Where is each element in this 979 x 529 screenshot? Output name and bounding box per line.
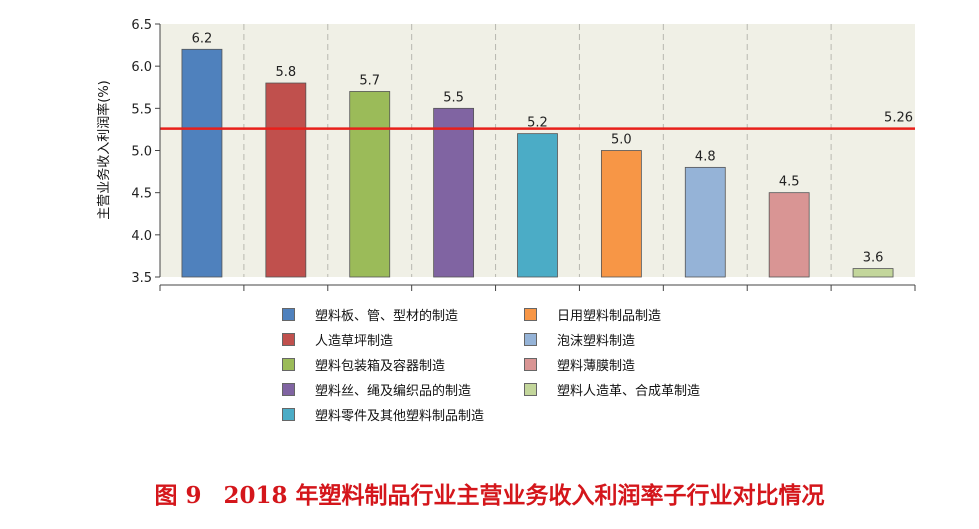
legend-item: 人造草坪制造 xyxy=(282,329,393,349)
y-tick-label: 5.0 xyxy=(131,145,152,160)
bar xyxy=(181,48,223,278)
bar xyxy=(852,268,894,278)
bar xyxy=(768,192,810,278)
bar xyxy=(349,91,391,278)
legend-swatch xyxy=(282,307,295,321)
figure-number: 图 9 xyxy=(154,482,202,509)
figure-caption: 图 9 2018 年塑料制品行业主营业务收入利润率子行业对比情况 xyxy=(0,476,979,510)
legend-label: 塑料零件及其他塑料制品制造 xyxy=(315,408,485,424)
legend-item: 塑料人造革、合成革制造 xyxy=(524,379,700,399)
bar xyxy=(433,107,475,278)
legend-swatch xyxy=(282,407,295,421)
legend-swatch xyxy=(282,357,295,371)
legend-label: 塑料板、管、型材的制造 xyxy=(315,308,459,324)
legend-swatch xyxy=(524,357,537,371)
legend-label: 塑料人造革、合成革制造 xyxy=(557,383,701,399)
legend-item: 塑料丝、绳及编织品的制造 xyxy=(282,379,471,399)
legend-swatch xyxy=(524,382,537,396)
bar-value-label: 4.8 xyxy=(695,149,716,164)
bar-value-label: 6.2 xyxy=(192,31,213,46)
legend-swatch xyxy=(282,332,295,346)
reference-line-label: 5.26 xyxy=(884,111,913,126)
legend-label: 人造草坪制造 xyxy=(315,333,394,349)
y-tick-label: 6.0 xyxy=(131,60,152,75)
y-axis-title: 主营业务收入利润率(%) xyxy=(96,80,112,220)
legend-swatch xyxy=(524,307,537,321)
data-labels: 6.2 5.8 5.7 5.5 5.2 5.0 4.8 4.5 3.6 xyxy=(192,31,884,265)
bar xyxy=(684,166,726,278)
bar-value-label: 5.5 xyxy=(443,90,464,105)
legend-item: 塑料包装箱及容器制造 xyxy=(282,354,445,374)
legend-label: 日用塑料制品制造 xyxy=(557,308,662,324)
legend-item: 塑料零件及其他塑料制品制造 xyxy=(282,404,484,424)
y-tick-label: 4.5 xyxy=(131,187,152,202)
legend-label: 塑料薄膜制造 xyxy=(557,358,636,374)
legend-swatch xyxy=(524,332,537,346)
y-tick-labels: 3.5 4.0 4.5 5.0 5.5 6.0 6.5 xyxy=(131,18,160,286)
legend-label: 塑料丝、绳及编织品的制造 xyxy=(315,383,472,399)
figure-title: 2018 年塑料制品行业主营业务收入利润率子行业对比情况 xyxy=(223,482,825,509)
grid-lines xyxy=(159,24,916,291)
legend-item: 塑料板、管、型材的制造 xyxy=(282,304,458,324)
legend-item: 日用塑料制品制造 xyxy=(524,304,661,324)
bar xyxy=(265,82,307,278)
y-tick-label: 6.5 xyxy=(131,18,152,33)
bar-value-label: 5.7 xyxy=(359,73,380,88)
legend-item: 塑料薄膜制造 xyxy=(524,354,635,374)
legend-label: 泡沫塑料制造 xyxy=(557,333,636,349)
bar-value-label: 5.2 xyxy=(527,116,548,131)
reference-line-group: 5.26 xyxy=(160,111,915,130)
legend-swatch xyxy=(282,382,295,396)
y-tick-label: 3.5 xyxy=(131,271,152,286)
legend-item: 泡沫塑料制造 xyxy=(524,329,635,349)
bar-value-label: 5.0 xyxy=(611,133,632,148)
bar-value-label: 3.6 xyxy=(863,251,884,266)
bar xyxy=(600,150,642,278)
bars xyxy=(181,48,894,278)
legend-label: 塑料包装箱及容器制造 xyxy=(315,358,446,374)
bar-value-label: 5.8 xyxy=(275,65,296,80)
bar-value-label: 4.5 xyxy=(779,175,800,190)
bar xyxy=(517,133,558,278)
y-tick-label: 4.0 xyxy=(131,229,152,244)
y-tick-label: 5.5 xyxy=(131,102,152,117)
chart-legend: 塑料板、管、型材的制造 人造草坪制造 塑料包装箱及容器制造 塑料丝、绳及编织品的… xyxy=(282,302,762,432)
